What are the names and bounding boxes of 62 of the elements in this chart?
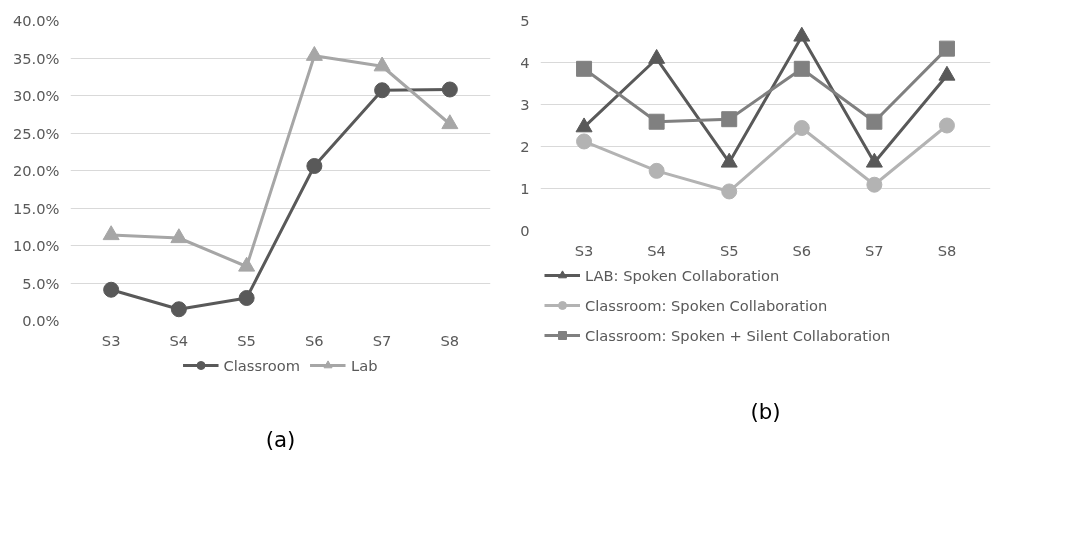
y-tick-label: 0.0% xyxy=(22,312,60,329)
y-tick-label: 40.0% xyxy=(12,12,60,29)
point xyxy=(576,133,593,150)
point xyxy=(238,256,256,272)
point xyxy=(102,225,120,241)
y-tick-label: 20.0% xyxy=(12,162,60,179)
point xyxy=(305,46,323,61)
x-tick-label: S6 xyxy=(305,331,324,349)
y-tick-label: 0 xyxy=(520,221,530,239)
x-tick-label: S5 xyxy=(719,241,739,259)
point xyxy=(648,113,665,130)
y-tick-label: 30.0% xyxy=(12,87,60,104)
y-tick-label: 5.0% xyxy=(22,274,60,292)
point xyxy=(441,114,459,130)
point xyxy=(575,117,593,133)
y-tick-label: 25.0% xyxy=(12,124,60,142)
point xyxy=(793,120,810,137)
point xyxy=(441,81,458,98)
point xyxy=(373,56,391,72)
point xyxy=(938,117,955,134)
point xyxy=(793,60,810,77)
x-tick-label: S4 xyxy=(169,331,189,349)
point xyxy=(374,82,391,99)
x-tick-label: S4 xyxy=(647,241,666,259)
x-tick-label: S6 xyxy=(792,241,812,259)
point xyxy=(938,65,956,81)
x-tick-label: S3 xyxy=(101,331,121,349)
point xyxy=(793,26,811,42)
point xyxy=(103,281,120,298)
point xyxy=(648,48,666,64)
point xyxy=(576,60,593,77)
y-tick-label: 2 xyxy=(520,137,530,155)
y-tick-label: 4 xyxy=(520,53,530,71)
x-tick-label: S7 xyxy=(372,331,392,349)
legend-label: Lab xyxy=(351,356,378,374)
y-tick-label: 5 xyxy=(520,11,530,29)
y-tick-label: 3 xyxy=(520,95,530,113)
x-tick-label: S5 xyxy=(237,331,256,349)
point xyxy=(170,301,187,318)
x-tick-label: S7 xyxy=(865,241,884,259)
legend-label: LAB: Spoken Collaboration xyxy=(585,266,780,284)
point xyxy=(306,158,323,174)
y-tick-label: 1 xyxy=(520,179,530,197)
legend-label: Classroom xyxy=(223,356,301,374)
text: (b) xyxy=(750,398,781,424)
point xyxy=(170,228,188,244)
point xyxy=(238,290,255,306)
x-tick-label: S3 xyxy=(574,241,594,259)
y-tick-label: 10.0% xyxy=(12,237,60,254)
point xyxy=(938,40,955,57)
point xyxy=(866,113,883,130)
point xyxy=(721,183,738,200)
x-tick-label: S8 xyxy=(937,241,957,259)
text: (a) xyxy=(265,426,296,452)
y-tick-label: 15.0% xyxy=(12,199,60,217)
point xyxy=(721,111,738,128)
legend-label: Classroom: Spoken + Silent Collaboration xyxy=(585,326,891,344)
y-tick-label: 35.0% xyxy=(12,49,60,67)
legend-label: Classroom: Spoken Collaboration xyxy=(585,296,828,314)
point xyxy=(648,162,665,179)
point xyxy=(866,176,883,193)
x-tick-label: S8 xyxy=(440,331,460,349)
